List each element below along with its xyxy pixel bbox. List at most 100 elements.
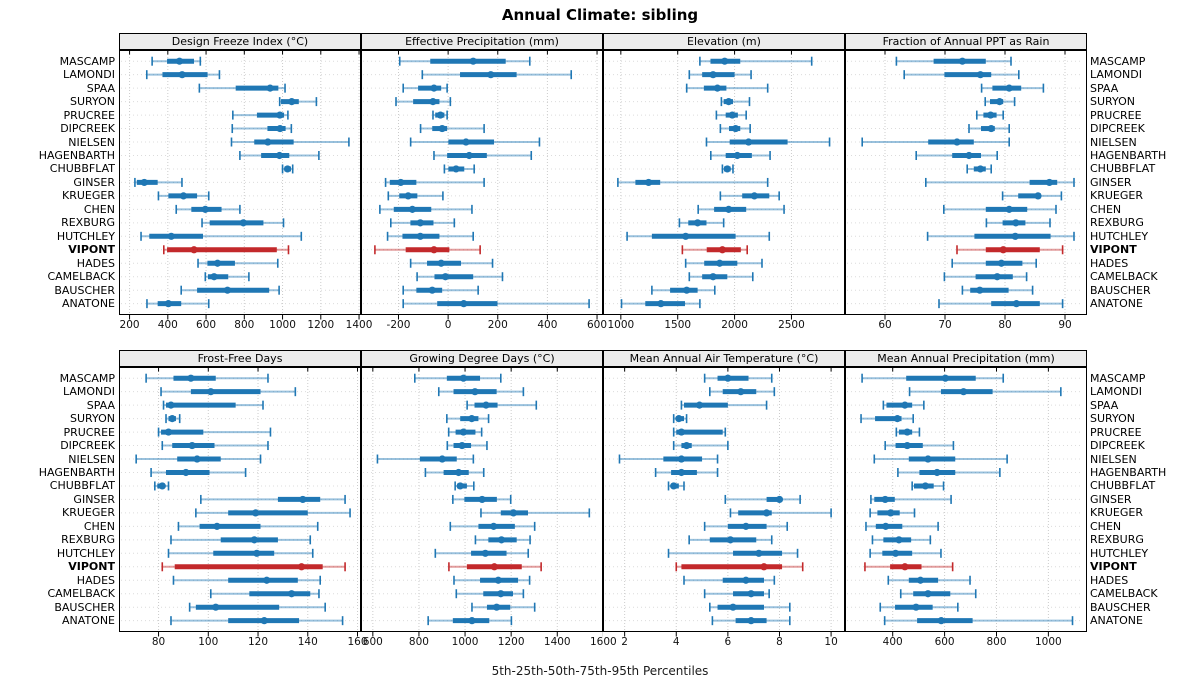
station-label-left: CAMELBACK: [47, 587, 115, 601]
station-label-left: HADES: [76, 256, 115, 270]
axis-tick-label: 1000: [269, 319, 296, 331]
station-label-right: PRUCREE: [1090, 425, 1142, 439]
axis-tick-label: 90: [1058, 319, 1072, 331]
percentile-glyph-lamondi: [688, 70, 752, 80]
station-label-left: HUTCHLEY: [56, 229, 115, 243]
station-label-right: CHUBBFLAT: [1090, 162, 1156, 176]
axis-tick-label: 60: [878, 319, 892, 331]
percentile-glyph-mascamp: [151, 56, 202, 66]
panel-border: [603, 367, 845, 632]
percentile-glyph-hades: [683, 575, 776, 585]
axis-tick-label: 10: [824, 636, 838, 648]
panel-strip: Mean Annual Precipitation (mm): [845, 350, 1087, 367]
median-dot: [175, 57, 184, 65]
axis-tick-label: 2000: [721, 319, 748, 331]
station-label-left: HADES: [76, 573, 115, 587]
median-dot: [456, 482, 464, 490]
percentile-glyph-hades: [453, 575, 531, 585]
percentile-glyph-hagenbarth: [897, 467, 1001, 477]
median-dot: [438, 124, 446, 133]
median-dot: [670, 482, 678, 490]
axis-tick-label: 1400: [543, 636, 571, 648]
percentile-glyph-spaa: [980, 83, 1045, 93]
median-dot: [901, 563, 909, 571]
panel-strip-title: Frost-Free Days: [197, 352, 283, 365]
median-dot: [158, 482, 166, 490]
median-dot: [188, 441, 196, 450]
station-label-right: BAUSCHER: [1090, 600, 1151, 614]
median-dot: [167, 232, 175, 240]
percentile-glyph-nielsen: [861, 137, 1010, 147]
median-dot: [459, 374, 468, 382]
median-dot: [644, 178, 653, 187]
median-dot: [213, 522, 221, 530]
panel-border: [603, 50, 845, 315]
percentile-glyph-prucree: [715, 110, 747, 120]
median-dot: [657, 300, 665, 308]
percentile-glyph-hutchley: [626, 231, 771, 241]
percentile-glyph-nielsen: [376, 454, 475, 464]
median-dot: [494, 576, 502, 584]
median-dot: [726, 536, 735, 544]
station-label-left: SURYON: [70, 95, 115, 109]
median-dot: [893, 415, 901, 423]
percentile-glyph-hutchley: [434, 548, 530, 558]
panel-strip: Elevation (m): [603, 33, 845, 50]
median-dot: [742, 576, 750, 584]
percentile-glyph-dipcreek: [161, 441, 269, 451]
median-dot: [212, 603, 220, 611]
percentile-glyph-lamondi: [908, 387, 1062, 397]
percentile-glyph-vipont: [162, 245, 290, 255]
panel-strip: Frost-Free Days: [119, 350, 361, 367]
axis-tick-label: 800: [986, 636, 1007, 648]
median-dot: [903, 428, 911, 436]
percentile-glyph-chubbflat: [154, 481, 170, 491]
percentile-glyph-hades: [887, 575, 971, 585]
panel-strip-title: Growing Degree Days (°C): [409, 352, 555, 365]
station-label-left: DIPCREEK: [60, 439, 115, 453]
median-dot: [478, 495, 486, 504]
station-label-left: KRUEGER: [62, 189, 115, 203]
median-dot: [891, 549, 900, 557]
percentile-glyph-lamondi: [160, 387, 297, 397]
station-label-left: BAUSCHER: [54, 600, 115, 614]
median-dot: [713, 84, 722, 92]
station-label-right: SPAA: [1090, 398, 1119, 412]
axis-tick-label: 0: [444, 319, 452, 331]
median-dot: [490, 563, 498, 571]
percentile-glyph-chen: [943, 204, 1057, 214]
median-dot: [747, 590, 755, 598]
median-dot: [408, 205, 416, 213]
station-label-left: PRUCREE: [63, 425, 115, 439]
median-dot: [481, 549, 489, 557]
axis-tick-label: 2: [621, 636, 628, 648]
percentile-glyph-mascamp: [699, 56, 813, 66]
percentile-glyph-suryon: [672, 414, 688, 424]
axis-tick-label: 80: [151, 636, 166, 648]
percentile-glyph-hades: [951, 258, 1037, 268]
percentile-glyph-rexburg: [871, 535, 932, 545]
percentile-glyph-prucree: [432, 110, 448, 120]
median-dot: [190, 246, 198, 254]
median-dot: [250, 536, 258, 544]
median-dot: [299, 495, 307, 504]
percentile-glyph-dipcreek: [446, 441, 488, 451]
station-label-right: HUTCHLEY: [1090, 229, 1149, 243]
median-dot: [459, 428, 468, 436]
median-dot: [976, 286, 984, 294]
median-dot: [728, 111, 736, 119]
panel-plot: [361, 50, 603, 320]
percentile-glyph-bauscher: [709, 602, 791, 612]
median-dot: [1045, 178, 1053, 187]
median-dot: [441, 273, 449, 281]
percentile-glyph-dipcreek: [672, 441, 729, 451]
percentile-glyph-spaa: [466, 400, 538, 410]
station-label-right: SURYON: [1090, 95, 1135, 109]
median-dot: [207, 388, 215, 396]
station-label-right: CAMELBACK: [1090, 587, 1158, 601]
percentile-glyph-anatone: [427, 616, 513, 626]
median-dot: [275, 151, 284, 160]
percentile-glyph-suryon: [860, 414, 914, 424]
percentile-glyph-anatone: [938, 299, 1064, 309]
median-dot: [725, 205, 733, 213]
